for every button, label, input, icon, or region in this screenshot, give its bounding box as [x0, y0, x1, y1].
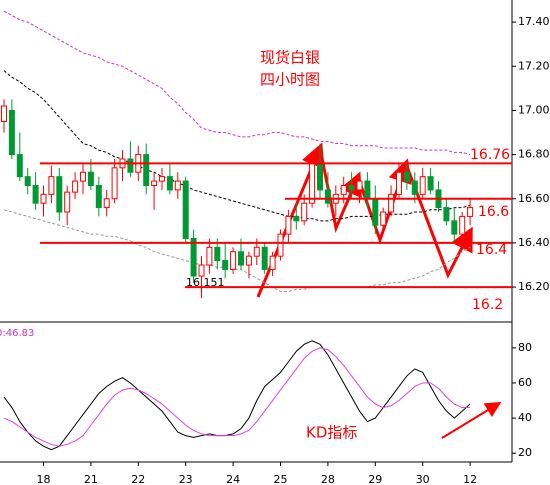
candle-body — [340, 185, 347, 195]
candle-body — [253, 246, 260, 257]
candle-body — [222, 260, 229, 270]
candle-body — [64, 191, 71, 213]
candle-body — [95, 185, 102, 209]
chart-title: 现货白银 — [260, 49, 320, 67]
x-tick-label: 23 — [179, 473, 193, 485]
level-label: 16.4 — [476, 242, 507, 258]
y-tick-label: 17.00 — [518, 103, 550, 116]
y-tick-label: 60 — [518, 376, 532, 389]
candle-body — [214, 246, 221, 262]
kd-readout: 0:46.83 — [0, 328, 34, 339]
candle-body — [459, 215, 466, 235]
level-label: 16.6 — [478, 204, 509, 220]
candle-body — [419, 176, 426, 195]
candle-body — [48, 176, 55, 195]
y-tick-label: 16.60 — [518, 192, 550, 205]
low-label: 16.151 — [186, 276, 225, 289]
kd-line — [3, 347, 471, 447]
candle-body — [411, 180, 418, 195]
candle-body — [324, 189, 331, 204]
level-label: 16.2 — [472, 297, 503, 313]
candle-body — [261, 246, 268, 270]
chart-subtitle: 四小时图 — [260, 71, 320, 89]
candle-body — [269, 255, 276, 270]
candle-body — [182, 180, 189, 239]
candle-body — [301, 202, 308, 222]
candle-body — [427, 176, 434, 191]
trend-arrow — [404, 163, 473, 279]
candle-body — [372, 198, 379, 226]
x-tick-label: 24 — [226, 473, 240, 485]
candle-body — [348, 185, 355, 191]
candle-body — [467, 207, 474, 217]
candle-body — [159, 176, 165, 182]
candle-body — [317, 162, 323, 191]
x-tick-label: 25 — [274, 473, 288, 485]
x-tick-label: 30 — [416, 473, 430, 485]
candle-body — [380, 211, 387, 226]
level-label: 16.76 — [470, 147, 510, 163]
trend-arrow — [318, 147, 362, 234]
candle-body — [364, 180, 371, 200]
y-tick-label: 16.80 — [518, 148, 550, 161]
candle-body — [245, 255, 252, 266]
candle-body — [32, 185, 39, 204]
candle-body — [127, 158, 134, 173]
candle-body — [24, 176, 31, 187]
x-tick-label: 29 — [368, 473, 382, 485]
candle-body — [56, 176, 63, 213]
candle-body — [190, 238, 197, 277]
candle-body — [174, 180, 181, 191]
candle-body — [8, 109, 15, 156]
y-tick-label: 40 — [518, 411, 532, 424]
kd-line — [3, 340, 471, 451]
candle-body — [111, 167, 118, 200]
candle-body — [72, 180, 79, 193]
candle-body — [143, 154, 150, 186]
y-tick-label: 17.40 — [518, 15, 550, 28]
kd-annotation: KD指标 — [306, 424, 357, 442]
candle-body — [451, 220, 458, 235]
candle-body — [103, 198, 110, 209]
candle-body — [1, 105, 7, 122]
candle-body — [166, 176, 173, 191]
band-line — [3, 209, 471, 292]
x-tick-label: 22 — [131, 473, 145, 485]
candle-body — [238, 251, 244, 266]
candle-body — [443, 207, 450, 222]
candle-body — [16, 154, 23, 178]
candle-body — [206, 246, 213, 266]
x-tick-label: 18 — [37, 473, 51, 485]
candle-body — [293, 215, 300, 222]
x-tick-label: 28 — [321, 473, 335, 485]
candle-body — [285, 215, 292, 235]
band-line — [3, 70, 471, 222]
candle-body — [151, 180, 158, 186]
candle-body — [388, 193, 395, 213]
candle-body — [40, 193, 47, 204]
candle-body — [87, 171, 94, 186]
candle-body — [356, 180, 363, 191]
x-tick-label: 12 — [463, 473, 477, 485]
candle-body — [309, 162, 316, 204]
candle-body — [277, 233, 284, 257]
y-tick-label: 16.20 — [518, 280, 550, 293]
y-tick-label: 80 — [518, 341, 532, 354]
candle-body — [403, 171, 410, 182]
candle-body — [396, 171, 402, 195]
candle-body — [198, 264, 205, 277]
band-line — [3, 10, 471, 156]
candle-body — [80, 171, 86, 182]
kd-arrow — [441, 401, 502, 439]
y-tick-label: 20 — [518, 446, 532, 459]
y-tick-label: 17.20 — [518, 59, 550, 72]
x-tick-label: 21 — [84, 473, 98, 485]
candle-body — [230, 251, 237, 270]
y-tick-label: 16.40 — [518, 236, 550, 249]
